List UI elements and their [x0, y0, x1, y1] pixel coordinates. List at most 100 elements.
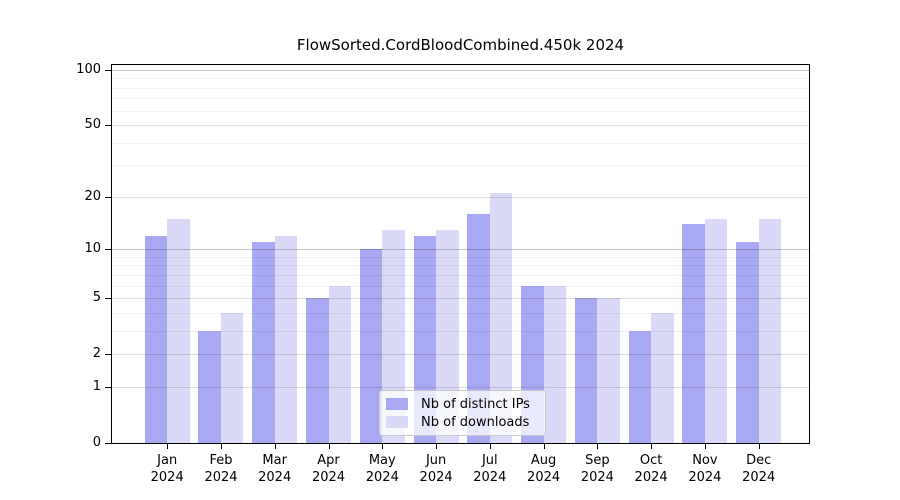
bar-may-distinct-ips: [359, 249, 383, 443]
x-axis-tick-label-month: Jan: [157, 453, 178, 468]
gridline-minor: [112, 285, 809, 287]
plot-area: [111, 64, 810, 444]
x-axis-tick-label-year: 2024: [688, 470, 722, 485]
y-axis-tick: [105, 443, 111, 444]
x-axis-tick: [382, 444, 384, 449]
legend-swatch-downloads: [386, 416, 408, 428]
gridline-minor: [112, 274, 809, 276]
bar-jan-distinct-ips: [144, 235, 168, 443]
gridline-minor: [112, 98, 809, 100]
chart-title: FlowSorted.CordBloodCombined.450k 2024: [296, 36, 625, 54]
gridline-major: [112, 354, 809, 356]
bar-dec-distinct-ips: [736, 242, 759, 443]
legend-label-distinct-ips: Nb of distinct IPs: [421, 396, 530, 412]
x-axis-tick-label-year: 2024: [527, 470, 561, 485]
x-axis-tick-label-year: 2024: [473, 470, 507, 485]
x-axis-tick-label-month: Feb: [209, 453, 233, 468]
x-axis-tick-label-month: Sep: [585, 453, 610, 468]
legend-swatch-distinct-ips: [386, 398, 408, 410]
y-axis-tick-label: 10: [84, 241, 101, 257]
x-axis-tick: [704, 444, 706, 449]
bar-jun-downloads: [436, 229, 459, 443]
x-axis-tick-label: Aug 2024: [512, 452, 576, 486]
y-axis-tick-label: 0: [92, 435, 101, 450]
x-axis-tick-label: Apr 2024: [297, 452, 361, 486]
gridline-minor: [112, 312, 809, 314]
x-axis-tick: [436, 444, 438, 449]
x-axis-tick-label-year: 2024: [311, 470, 346, 485]
bar-mar-distinct-ips: [252, 242, 275, 443]
bar-oct-distinct-ips: [628, 330, 652, 443]
legend: Nb of distinct IPs Nb of downloads: [379, 390, 546, 436]
x-axis-tick: [328, 444, 330, 449]
gridline-minor: [112, 265, 809, 267]
x-axis-tick: [167, 444, 169, 449]
bar-dec-downloads: [758, 218, 782, 443]
gridline-minor: [112, 78, 809, 80]
gridline-minor: [112, 87, 809, 89]
x-axis-tick-label-year: 2024: [580, 470, 614, 485]
x-axis-tick-label-month: Dec: [746, 453, 772, 468]
y-axis-tick-label: 1: [92, 378, 101, 394]
x-axis-tick-label-month: Oct: [639, 453, 663, 468]
x-axis-tick-label-month: May: [368, 453, 396, 468]
y-axis-tick: [105, 69, 111, 71]
bar-apr-distinct-ips: [306, 298, 329, 443]
x-axis-tick: [597, 444, 599, 449]
bar-sep-distinct-ips: [574, 298, 598, 443]
x-axis-tick-label: Feb 2024: [189, 452, 253, 486]
x-axis-tick-label-year: 2024: [258, 470, 292, 485]
x-axis-tick-label: Oct 2024: [619, 452, 683, 486]
gridline-major: [112, 125, 809, 127]
bar-oct-downloads: [651, 312, 674, 443]
x-axis-tick-label-month: Jun: [425, 453, 447, 468]
bar-feb-distinct-ips: [198, 330, 221, 443]
x-axis-tick-label-year: 2024: [419, 470, 453, 485]
bar-nov-distinct-ips: [682, 224, 705, 443]
bar-may-downloads: [382, 229, 405, 443]
gridline-major: [112, 386, 809, 388]
gridline-major: [112, 69, 809, 71]
bar-aug-downloads: [543, 285, 567, 443]
y-axis-tick: [105, 298, 111, 300]
x-axis-tick-label: May 2024: [350, 452, 414, 486]
gridline-minor: [112, 142, 809, 144]
bar-sep-downloads: [597, 298, 620, 443]
gridline-major: [112, 298, 809, 300]
x-axis-tick-label-month: Nov: [692, 453, 718, 468]
gridline-minor: [112, 330, 809, 332]
x-axis-tick-label-year: 2024: [365, 470, 399, 485]
y-axis-tick-label: 20: [84, 188, 101, 204]
x-axis-tick-label-month: Apr: [317, 453, 340, 468]
x-axis-tick-label-month: Aug: [530, 453, 557, 468]
bar-feb-downloads: [220, 312, 244, 443]
x-axis-tick: [489, 444, 491, 449]
y-axis-tick: [105, 196, 111, 198]
y-axis-tick-label: 2: [92, 346, 101, 362]
x-axis-tick: [221, 444, 222, 449]
bar-mar-downloads: [274, 235, 298, 443]
x-axis-tick-label: Mar 2024: [243, 452, 307, 486]
y-axis-tick: [105, 125, 111, 127]
y-axis-tick: [105, 386, 111, 388]
x-axis-tick-label: Jan 2024: [135, 452, 199, 486]
bar-nov-downloads: [704, 218, 728, 443]
x-axis-tick-label-year: 2024: [742, 470, 776, 485]
x-axis-tick-label: Sep 2024: [565, 452, 629, 486]
x-axis-tick-label-year: 2024: [634, 470, 668, 485]
bar-apr-downloads: [328, 285, 351, 443]
y-axis-tick: [105, 354, 111, 356]
legend-label-downloads: Nb of downloads: [421, 414, 530, 430]
x-axis-tick-label: Nov 2024: [673, 452, 737, 486]
x-axis-tick-label: Jul 2024: [458, 452, 522, 486]
x-axis-tick-label: Dec 2024: [727, 452, 791, 486]
legend-item-distinct-ips: Nb of distinct IPs: [386, 397, 537, 412]
bar-jul-distinct-ips: [467, 213, 490, 443]
gridline-major: [112, 249, 809, 251]
x-axis-tick-label-year: 2024: [204, 470, 238, 485]
bar-jul-downloads: [489, 193, 513, 443]
gridline-minor: [112, 165, 809, 167]
y-axis-tick-label: 5: [92, 290, 101, 306]
x-axis-tick: [758, 444, 760, 449]
